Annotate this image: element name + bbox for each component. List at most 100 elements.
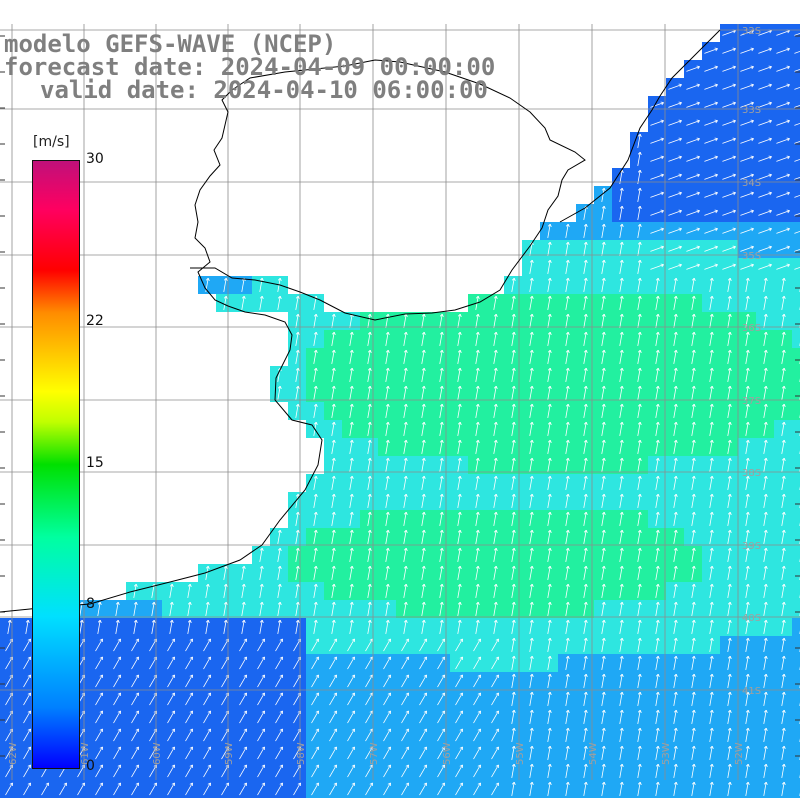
- wind-arrow: [275, 638, 284, 652]
- wind-arrow: [776, 101, 790, 108]
- wind-arrow: [365, 782, 374, 796]
- wind-arrow: [583, 691, 588, 706]
- longitude-label: 58W: [296, 742, 307, 765]
- wind-arrow: [619, 493, 624, 508]
- wind-arrow: [421, 547, 426, 562]
- wind-arrow: [727, 583, 732, 598]
- wind-arrow: [511, 655, 516, 670]
- wind-arrow: [565, 313, 570, 328]
- wind-arrow: [23, 674, 32, 688]
- wind-cell: [792, 366, 800, 384]
- wind-cell: [792, 456, 800, 474]
- wind-arrow: [601, 655, 606, 670]
- wind-arrow: [511, 493, 516, 508]
- wind-arrow: [275, 764, 284, 778]
- wind-arrow: [367, 475, 372, 490]
- wind-cell: [792, 726, 800, 744]
- wind-arrow: [547, 745, 552, 760]
- wind-arrow: [511, 349, 516, 364]
- wind-arrow: [758, 101, 772, 108]
- wind-arrow: [740, 155, 754, 162]
- wind-arrow: [565, 547, 570, 562]
- longitude-label: 52W: [734, 742, 745, 765]
- wind-arrow: [727, 691, 732, 706]
- wind-arrow: [727, 529, 732, 544]
- wind-arrow: [385, 475, 390, 490]
- wind-arrow: [511, 781, 516, 796]
- wind-arrow: [686, 119, 700, 126]
- wind-arrow: [421, 529, 426, 544]
- wind-arrow: [763, 673, 768, 688]
- wind-arrow: [511, 295, 516, 310]
- wind-arrow: [619, 385, 624, 400]
- wind-arrow: [691, 277, 696, 292]
- wind-arrow: [583, 673, 588, 688]
- wind-arrow: [740, 137, 754, 144]
- wind-arrow: [439, 331, 444, 346]
- wind-arrow: [655, 745, 660, 760]
- wind-arrow: [367, 385, 372, 400]
- wind-arrow: [457, 601, 462, 616]
- wind-arrow: [722, 47, 736, 54]
- wind-arrow: [547, 403, 552, 418]
- wind-arrow: [727, 745, 732, 760]
- wind-arrow: [601, 709, 606, 724]
- wind-arrow: [331, 367, 336, 382]
- wind-arrow: [637, 709, 642, 724]
- wind-arrow: [781, 673, 786, 688]
- wind-arrow: [619, 187, 624, 202]
- wind-arrow: [493, 331, 498, 346]
- wind-arrow: [455, 782, 464, 796]
- wind-arrow: [511, 421, 516, 436]
- wind-arrow: [493, 493, 498, 508]
- wind-arrow: [403, 349, 408, 364]
- wind-arrow: [781, 331, 786, 346]
- wind-arrow: [673, 277, 678, 292]
- wind-arrow: [295, 619, 300, 634]
- wind-arrow: [329, 692, 338, 706]
- wind-arrow: [419, 656, 428, 670]
- wind-arrow: [167, 728, 176, 742]
- wind-arrow: [419, 638, 428, 652]
- wind-arrow: [763, 349, 768, 364]
- wind-arrow: [781, 745, 786, 760]
- wind-arrow: [601, 565, 606, 580]
- wind-arrow: [511, 313, 516, 328]
- colorbar-tick-label: 15: [86, 454, 104, 471]
- wind-arrow: [709, 439, 714, 454]
- wind-arrow: [403, 475, 408, 490]
- wind-arrow: [740, 191, 754, 198]
- wind-arrow: [758, 83, 772, 90]
- wind-arrow: [722, 227, 736, 234]
- wind-arrow: [686, 101, 700, 108]
- wind-arrow: [347, 764, 356, 778]
- wind-arrow: [583, 475, 588, 490]
- wind-arrow: [203, 782, 212, 796]
- wind-arrow: [95, 746, 104, 760]
- wind-arrow: [691, 385, 696, 400]
- wind-arrow: [781, 475, 786, 490]
- wind-arrow: [686, 83, 700, 90]
- wind-arrow: [722, 137, 736, 144]
- wind-arrow: [529, 691, 534, 706]
- wind-arrow: [385, 421, 390, 436]
- wind-arrow: [421, 421, 426, 436]
- wind-arrow: [781, 763, 786, 778]
- wind-arrow: [691, 565, 696, 580]
- wind-arrow: [691, 601, 696, 616]
- wind-arrow: [763, 565, 768, 580]
- wind-arrow: [619, 277, 624, 292]
- wind-arrow: [709, 727, 714, 742]
- wind-arrow: [419, 782, 428, 796]
- wind-arrow: [439, 529, 444, 544]
- wind-arrow: [457, 583, 462, 598]
- wind-arrow: [403, 421, 408, 436]
- wind-arrow: [668, 173, 682, 180]
- wind-arrow: [673, 493, 678, 508]
- wind-arrow: [776, 173, 790, 180]
- wind-arrow: [259, 547, 264, 562]
- wind-arrow: [619, 223, 624, 238]
- wind-arrow: [740, 209, 754, 216]
- wind-arrow: [745, 511, 750, 526]
- wind-arrow: [529, 781, 534, 796]
